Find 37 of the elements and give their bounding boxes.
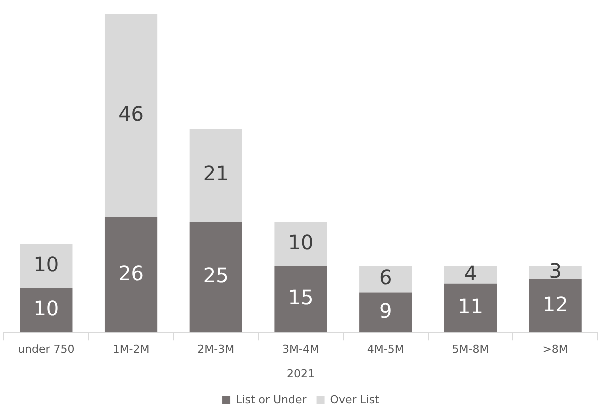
x-tick-label: 4M-5M <box>367 343 404 356</box>
legend-label: List or Under <box>236 393 308 406</box>
x-tick-label: 5M-8M <box>452 343 490 356</box>
data-label: 4 <box>464 261 478 286</box>
data-label: 11 <box>458 294 484 318</box>
data-label: 10 <box>34 296 60 321</box>
data-label: 10 <box>288 230 314 254</box>
data-label: 25 <box>203 263 229 288</box>
bar <box>190 129 242 222</box>
x-tick-label: 2M-3M <box>198 343 235 356</box>
bar <box>104 218 158 333</box>
data-label: 21 <box>203 162 229 186</box>
x-tick-label: 1M-2M <box>112 343 150 356</box>
x-tick-label: >8M <box>542 343 568 356</box>
bar <box>529 280 582 333</box>
bar <box>104 14 158 218</box>
x-axis-title: 2021 <box>287 367 315 380</box>
bar <box>190 222 242 333</box>
data-label: 12 <box>542 292 568 316</box>
bar <box>360 266 412 293</box>
data-label: 9 <box>379 298 392 323</box>
x-tick-label: under 750 <box>18 343 75 356</box>
data-label: 3 <box>549 259 562 284</box>
bar <box>444 284 498 333</box>
data-label: 26 <box>118 261 144 286</box>
data-label: 6 <box>379 266 392 290</box>
data-label: 15 <box>288 286 314 310</box>
bar <box>20 288 73 333</box>
data-label: 46 <box>118 102 144 126</box>
data-label: 10 <box>34 252 60 276</box>
bar <box>20 244 73 288</box>
x-tick-label: 3M-4M <box>282 343 320 356</box>
bar <box>274 266 328 333</box>
legend-label: Over List <box>330 393 380 406</box>
bar <box>444 266 498 284</box>
bar <box>274 222 328 266</box>
bar <box>360 292 412 333</box>
